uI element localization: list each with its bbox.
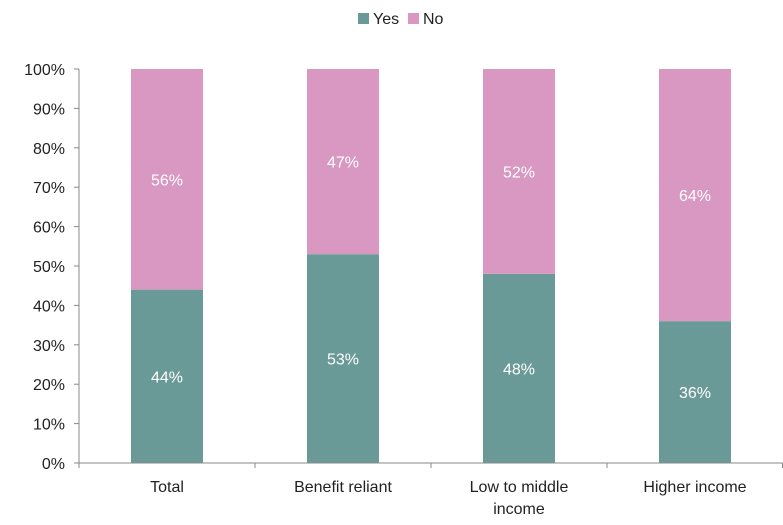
y-tick-label: 100% xyxy=(24,62,65,79)
y-tick-label: 30% xyxy=(33,338,65,355)
legend-label-no: No xyxy=(423,11,444,28)
y-tick-label: 70% xyxy=(33,180,65,197)
y-tick-label: 80% xyxy=(33,141,65,158)
bar-segment-no xyxy=(307,69,379,255)
x-category-label: Higher income xyxy=(643,479,746,496)
y-axis: 0% 10% 20% 30% 40% 50% 60% 70% 80% 90% 100% xyxy=(24,62,80,473)
bar-segment-no xyxy=(131,69,203,290)
data-label: 53% xyxy=(327,352,359,369)
x-category-label: Total xyxy=(150,479,184,496)
data-label: 48% xyxy=(503,361,535,378)
bars: 44% 56% 53% 47% 48% 52% 36% 64% xyxy=(131,69,731,463)
y-tick-label: 60% xyxy=(33,220,65,237)
legend-label-yes: Yes xyxy=(373,11,399,28)
data-label: 36% xyxy=(679,385,711,402)
x-category-label: Low to middle income xyxy=(470,479,569,518)
bar-segment-yes xyxy=(307,254,379,463)
y-tick-label: 20% xyxy=(33,377,65,394)
data-label: 52% xyxy=(503,164,535,181)
bar-segment-yes xyxy=(659,321,731,463)
y-tick-label: 10% xyxy=(33,417,65,434)
bar-segment-no xyxy=(659,69,731,322)
x-category-label: Benefit reliant xyxy=(294,479,392,496)
data-label: 64% xyxy=(679,188,711,205)
bar-segment-yes xyxy=(483,273,555,463)
x-axis: Total Benefit reliant Low to middle income H… xyxy=(78,462,783,518)
legend-swatch-no xyxy=(408,13,419,24)
bar-segment-yes xyxy=(131,289,203,463)
y-tick-label: 50% xyxy=(33,259,65,276)
data-label: 56% xyxy=(151,172,183,189)
y-tick-label: 40% xyxy=(33,298,65,315)
legend: Yes No xyxy=(358,11,444,28)
legend-swatch-yes xyxy=(358,13,369,24)
data-label: 47% xyxy=(327,155,359,172)
y-tick-label: 90% xyxy=(33,101,65,118)
bar-segment-no xyxy=(483,69,555,274)
y-tick-label: 0% xyxy=(42,456,65,473)
data-label: 44% xyxy=(151,369,183,386)
